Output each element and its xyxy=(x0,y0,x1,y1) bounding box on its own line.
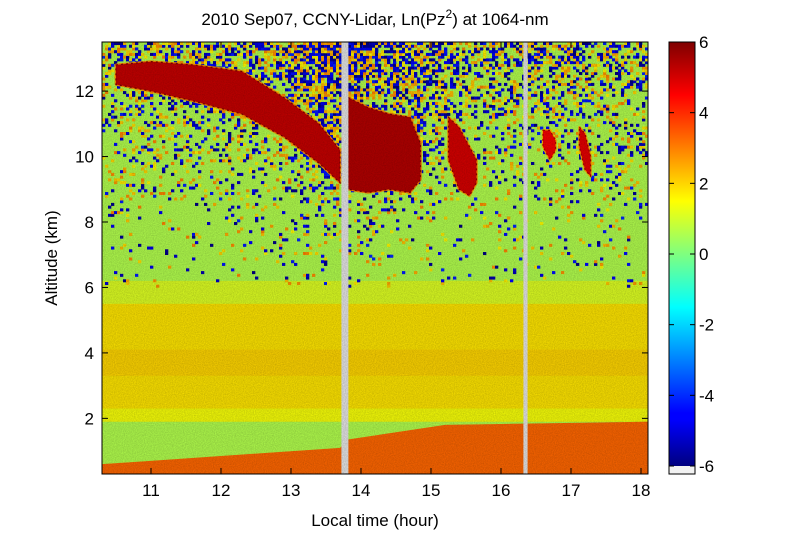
colorbar-nan-swatch xyxy=(669,466,695,474)
chart-title-superscript: 2 xyxy=(446,7,453,21)
y-axis-ticks: 2 4 6 8 10 12 xyxy=(75,82,648,428)
colorbar-tick-label: 6 xyxy=(699,33,708,52)
colorbar-tick-label: -4 xyxy=(699,386,714,405)
y-tick-label: 2 xyxy=(85,409,94,428)
x-tick-label: 16 xyxy=(492,481,511,500)
colorbar-tick-label: -2 xyxy=(699,316,714,335)
chart-title-main: 2010 Sep07, CCNY-Lidar, Ln(Pz xyxy=(201,10,445,29)
y-tick-label: 8 xyxy=(85,213,94,232)
y-tick-label: 4 xyxy=(85,344,94,363)
plot-frame xyxy=(101,41,649,475)
x-tick-label: 12 xyxy=(212,481,231,500)
x-axis-label: Local time (hour) xyxy=(311,511,439,530)
plot-area xyxy=(102,42,648,474)
y-tick-label: 12 xyxy=(75,82,94,101)
colorbar-tick-label: 4 xyxy=(699,104,708,123)
colorbar-frame xyxy=(668,41,696,475)
colorbar-ticks: 6 4 2 0 -2 -4 -6 xyxy=(669,33,714,476)
x-tick-label: 11 xyxy=(142,481,160,500)
colorbar-tick-label: 0 xyxy=(699,245,708,264)
colorbar-tick-label: -6 xyxy=(699,457,714,476)
x-tick-label: 14 xyxy=(352,481,371,500)
x-tick-label: 13 xyxy=(282,481,301,500)
x-tick-label: 17 xyxy=(562,481,581,500)
y-tick-label: 10 xyxy=(75,148,94,167)
grain-overlay xyxy=(102,42,648,474)
y-axis-label: Altitude (km) xyxy=(42,210,61,305)
y-tick-label: 6 xyxy=(85,278,94,297)
colorbar: 6 4 2 0 -2 -4 -6 xyxy=(668,33,714,476)
x-tick-label: 18 xyxy=(632,481,651,500)
x-axis-ticks: 11 12 13 14 15 16 17 18 xyxy=(142,42,650,500)
colorbar-tick-label: 2 xyxy=(699,174,708,193)
chart-title-suffix: ) at 1064-nm xyxy=(452,10,548,29)
chart-title: 2010 Sep07, CCNY-Lidar, Ln(Pz2) at 1064-… xyxy=(201,7,548,29)
x-tick-label: 15 xyxy=(422,481,441,500)
